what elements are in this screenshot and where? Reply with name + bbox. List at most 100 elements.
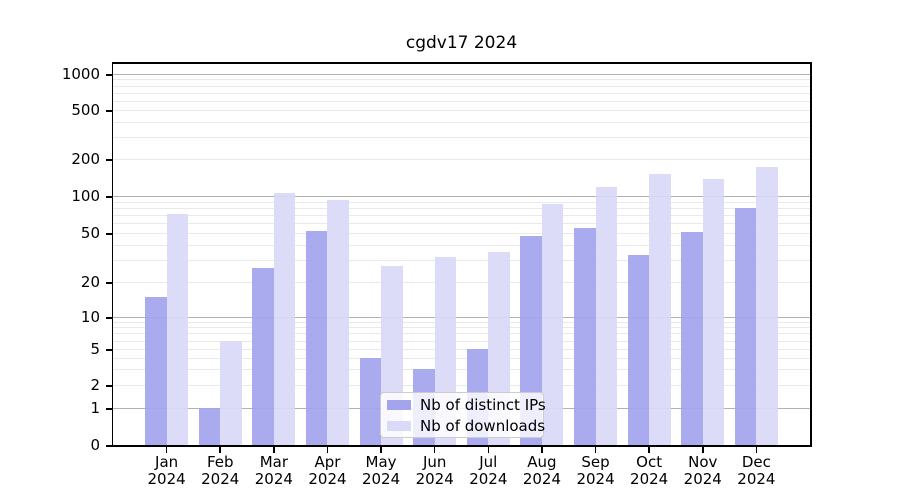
x-tick-mark [541, 446, 543, 453]
bar-distinct-ips [145, 296, 167, 445]
bar-downloads [649, 174, 671, 445]
y-tick-mark [105, 110, 112, 112]
grid-line-major [113, 196, 810, 197]
grid-line-major [113, 74, 810, 75]
grid-line-minor [113, 159, 810, 160]
grid-line-minor [113, 321, 810, 323]
y-tick-mark [105, 408, 112, 410]
axis-spine-bottom [111, 445, 812, 447]
y-tick-label: 5 [90, 340, 100, 358]
x-tick-label: Jun 2024 [415, 453, 454, 488]
grid-line-minor [113, 260, 810, 262]
y-tick-label: 1 [90, 399, 100, 417]
bar-downloads [756, 166, 778, 445]
grid-line-minor [113, 357, 810, 359]
bar-downloads [595, 187, 617, 445]
grid-line-minor [113, 121, 810, 123]
legend-swatch-distinct-ips [387, 399, 411, 410]
grid-line-minor [113, 233, 810, 234]
y-tick-label: 0 [90, 436, 100, 454]
bar-downloads [541, 204, 564, 445]
x-tick-label: Jul 2024 [469, 453, 508, 488]
grid-line-minor [113, 282, 810, 283]
y-tick-mark [105, 282, 112, 284]
bar-distinct-ips [359, 357, 382, 445]
legend-entry-downloads: Nb of downloads [387, 417, 545, 435]
x-tick-mark [755, 446, 758, 453]
legend: Nb of distinct IPs Nb of downloads [380, 392, 546, 438]
grid-line-minor [113, 110, 810, 111]
y-tick-mark [105, 233, 112, 235]
x-tick-mark [326, 446, 329, 453]
x-tick-label: Sep 2024 [576, 453, 615, 488]
x-tick-mark [165, 446, 168, 453]
bar-downloads [327, 200, 349, 445]
grid-line-minor [113, 100, 810, 102]
grid-line-minor [113, 79, 810, 81]
axis-spine-left [111, 62, 113, 447]
x-tick-label: Nov 2024 [683, 453, 722, 488]
x-tick-mark [487, 446, 490, 453]
y-tick-mark [105, 385, 112, 387]
grid-line-minor [113, 333, 810, 335]
bar-distinct-ips [306, 230, 328, 445]
bar-downloads [220, 340, 242, 445]
grid-line-minor [113, 223, 810, 225]
bar-downloads [166, 213, 189, 445]
x-tick-mark [433, 446, 436, 453]
bar-distinct-ips [252, 267, 274, 445]
x-tick-label: Dec 2024 [737, 453, 776, 488]
grid-line-minor [113, 92, 810, 94]
y-tick-label: 500 [71, 101, 100, 119]
y-tick-mark [105, 445, 112, 447]
bar-distinct-ips [198, 408, 221, 445]
x-tick-mark [380, 446, 382, 453]
bar-distinct-ips [681, 231, 703, 445]
y-tick-label: 2 [90, 376, 100, 394]
y-tick-label: 20 [80, 273, 100, 291]
y-tick-label: 200 [71, 150, 100, 168]
bar-distinct-ips [574, 227, 596, 445]
y-tick-mark [105, 349, 112, 351]
grid-line-minor [113, 137, 810, 139]
grid-line-minor [113, 201, 810, 203]
grid-line-minor [113, 327, 810, 329]
bar-downloads [273, 193, 296, 445]
x-tick-mark [594, 446, 597, 453]
bar-distinct-ips [627, 255, 650, 445]
x-tick-mark [702, 446, 704, 453]
legend-label-distinct-ips: Nb of distinct IPs [420, 395, 546, 414]
x-tick-label: Jan 2024 [147, 453, 186, 488]
y-tick-label: 100 [71, 187, 100, 205]
x-tick-label: Apr 2024 [308, 453, 347, 488]
axis-spine-right [810, 62, 812, 447]
y-tick-label: 10 [80, 308, 100, 326]
y-tick-mark [105, 196, 112, 198]
grid-line-minor [113, 207, 810, 209]
x-tick-label: Mar 2024 [254, 453, 293, 488]
y-tick-mark [105, 74, 112, 76]
grid-line-minor [113, 244, 810, 246]
x-tick-label: Aug 2024 [522, 453, 562, 488]
grid-line-minor [113, 215, 810, 217]
chart-title: cgdv17 2024 [405, 33, 518, 53]
x-tick-mark [219, 446, 221, 453]
y-tick-mark [105, 317, 112, 319]
grid-line-minor [113, 385, 810, 386]
y-tick-label: 50 [80, 224, 100, 242]
x-tick-mark [273, 446, 275, 453]
grid-line-minor [113, 349, 810, 350]
x-tick-mark [648, 446, 650, 453]
y-tick-label: 1000 [61, 65, 100, 83]
grid-line-minor [113, 340, 810, 342]
grid-line-major [113, 317, 810, 318]
axis-spine-top [111, 62, 812, 64]
x-tick-label: Oct 2024 [630, 453, 669, 488]
x-tick-label: May 2024 [361, 453, 401, 488]
legend-swatch-downloads [387, 420, 411, 431]
grid-line-minor [113, 369, 810, 371]
bar-downloads [702, 179, 725, 445]
grid-line-minor [113, 85, 810, 87]
bar-distinct-ips [734, 207, 757, 445]
